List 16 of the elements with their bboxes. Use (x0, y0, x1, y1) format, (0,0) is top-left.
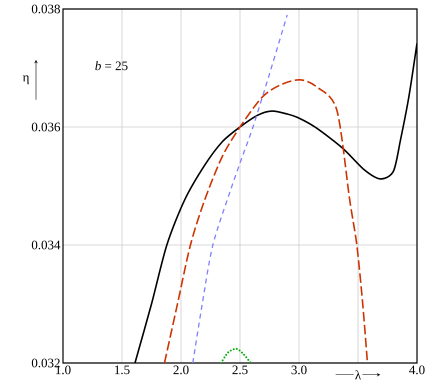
x-tick-label: 2.5 (232, 366, 248, 374)
x-tick-label: 4.0 (409, 366, 425, 374)
y-tick-label: 0.036 (32, 122, 60, 132)
line-series (164, 78, 368, 363)
y-tick-label: 0.032 (32, 358, 60, 368)
x-tick-label: 1.0 (56, 366, 71, 374)
x-tick-label: 3.0 (292, 366, 307, 374)
y-axis-title: η (22, 75, 29, 84)
x-tick-label: 2.0 (173, 366, 189, 374)
annotation: b = 25 (95, 61, 128, 70)
y-tick-label: 0.034 (32, 240, 60, 250)
x-axis-title: λ (355, 370, 362, 380)
line-series (220, 348, 252, 363)
line-series (192, 14, 288, 363)
y-tick-label: 0.038 (32, 4, 60, 14)
x-tick-label: 1.5 (115, 366, 130, 374)
